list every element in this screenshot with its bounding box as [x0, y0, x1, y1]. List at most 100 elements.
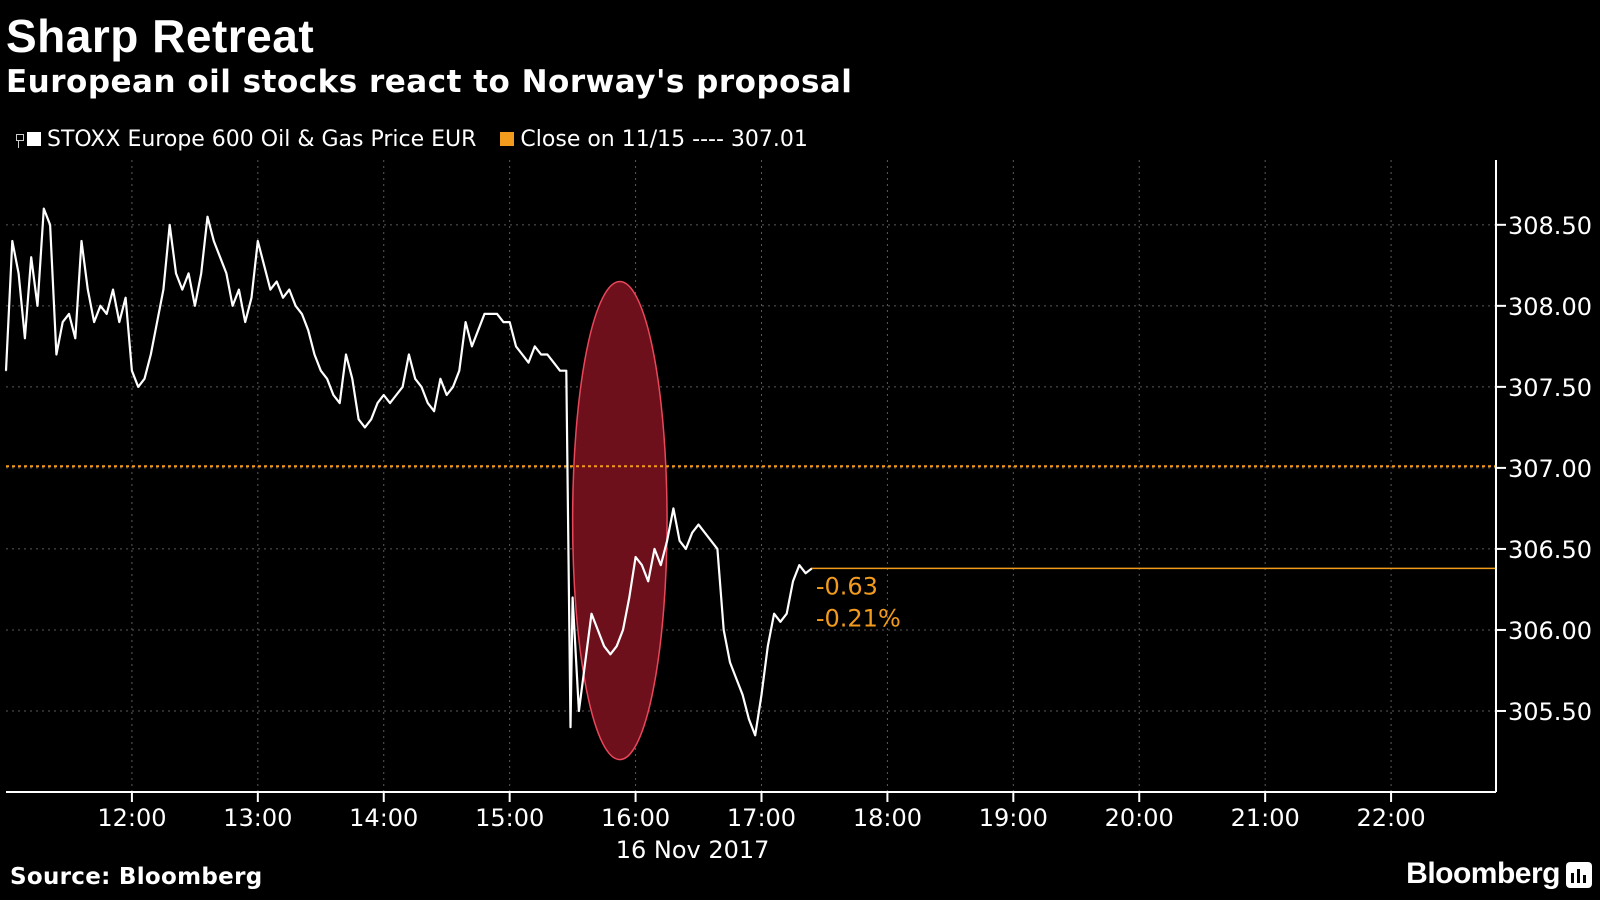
data-point-99	[622, 629, 624, 631]
data-point-48	[307, 329, 309, 331]
legend-toggle-icon[interactable]	[14, 128, 24, 150]
data-point-12	[80, 240, 83, 242]
data-point-57	[364, 426, 366, 429]
data-point-127	[798, 564, 801, 566]
y-tick-label-2: 307.50	[1508, 374, 1592, 402]
data-point-21	[137, 386, 140, 388]
data-point-109	[685, 548, 687, 550]
data-point-71	[452, 386, 454, 388]
bloomberg-terminal-icon	[1566, 862, 1592, 888]
data-point-76	[483, 313, 486, 315]
data-point-42	[269, 288, 272, 291]
data-point-8	[55, 353, 58, 356]
chart-subtitle: European oil stocks react to Norway's pr…	[6, 64, 853, 100]
data-point-49	[313, 353, 316, 356]
data-point-1	[11, 240, 14, 242]
data-point-104	[653, 548, 656, 550]
y-tick-label-1: 308.00	[1508, 293, 1592, 321]
data-point-91	[571, 596, 574, 599]
legend-swatch-series	[27, 132, 41, 146]
data-point-123	[773, 612, 775, 615]
chart-title: Sharp Retreat	[6, 10, 315, 62]
data-point-89	[565, 369, 568, 372]
data-point-119	[748, 718, 750, 720]
data-point-96	[603, 645, 605, 647]
y-tick-label-6: 305.50	[1508, 698, 1592, 726]
x-tick-label-6: 18:00	[853, 804, 922, 832]
data-point-39	[250, 296, 253, 299]
data-point-0	[5, 369, 7, 372]
data-point-61	[389, 402, 391, 404]
legend-swatch-close	[500, 132, 515, 146]
data-point-112	[704, 531, 706, 534]
legend-item-close[interactable]: Close on 11/15 ---- 307.01	[500, 126, 808, 152]
data-point-58	[370, 418, 372, 421]
chart-frame	[3, 3, 1597, 897]
data-point-107	[672, 507, 675, 510]
data-point-72	[458, 369, 461, 372]
x-tick-label-3: 15:00	[475, 804, 544, 832]
data-point-77	[489, 313, 492, 315]
data-point-32	[206, 215, 209, 218]
data-point-88	[559, 369, 561, 372]
data-point-94	[590, 612, 593, 615]
data-point-117	[735, 677, 738, 680]
brand-logo: Bloomberg	[1406, 857, 1560, 890]
x-tick-label-10: 22:00	[1356, 804, 1425, 832]
source-note: Source: Bloomberg	[10, 864, 263, 890]
data-point-45	[288, 288, 291, 291]
data-point-60	[382, 394, 385, 396]
legend-label-close: Close on 11/15 ---- 307.01	[520, 126, 808, 152]
data-point-52	[332, 394, 335, 396]
data-point-66	[420, 386, 423, 388]
data-point-47	[301, 313, 303, 315]
data-point-17	[112, 288, 114, 291]
data-point-3	[24, 337, 26, 340]
data-point-67	[427, 402, 429, 404]
series-line	[4, 207, 813, 737]
data-point-62	[395, 394, 398, 396]
data-point-69	[439, 377, 442, 380]
x-tick-label-7: 19:00	[979, 804, 1048, 832]
data-point-30	[194, 305, 196, 307]
data-point-122	[766, 645, 769, 647]
data-point-59	[376, 402, 379, 404]
data-point-40	[257, 240, 259, 242]
data-point-102	[641, 564, 643, 566]
data-point-73	[464, 321, 467, 323]
data-point-101	[634, 556, 637, 558]
data-point-16	[105, 313, 108, 315]
data-point-37	[238, 288, 240, 291]
data-point-19	[124, 296, 127, 299]
data-point-33	[212, 240, 215, 242]
data-point-41	[263, 264, 265, 267]
data-point-82	[521, 353, 524, 356]
data-point-20	[131, 369, 133, 372]
data-point-70	[445, 394, 448, 396]
data-point-31	[200, 272, 202, 275]
x-tick-label-0: 12:00	[97, 804, 166, 832]
data-point-5	[36, 305, 39, 307]
legend-item-series[interactable]: STOXX Europe 600 Oil & Gas Price EUR	[27, 127, 476, 152]
data-point-26	[168, 224, 171, 226]
data-point-27	[175, 272, 177, 275]
data-point-118	[741, 693, 744, 696]
data-point-121	[760, 693, 763, 696]
data-point-114	[716, 548, 719, 550]
data-point-34	[219, 256, 221, 259]
data-point-126	[792, 580, 794, 583]
change-annotation-1: -0.21%	[816, 604, 901, 632]
x-tick-label-2: 14:00	[349, 804, 418, 832]
data-point-65	[414, 377, 417, 380]
data-point-93	[584, 661, 587, 664]
data-point-10	[68, 313, 70, 315]
data-point-51	[326, 377, 328, 380]
data-point-14	[93, 321, 95, 323]
data-point-7	[49, 224, 51, 226]
data-point-6	[42, 207, 45, 210]
data-point-29	[187, 272, 190, 275]
data-point-106	[666, 540, 668, 542]
data-point-46	[294, 305, 297, 307]
data-point-86	[546, 353, 549, 356]
